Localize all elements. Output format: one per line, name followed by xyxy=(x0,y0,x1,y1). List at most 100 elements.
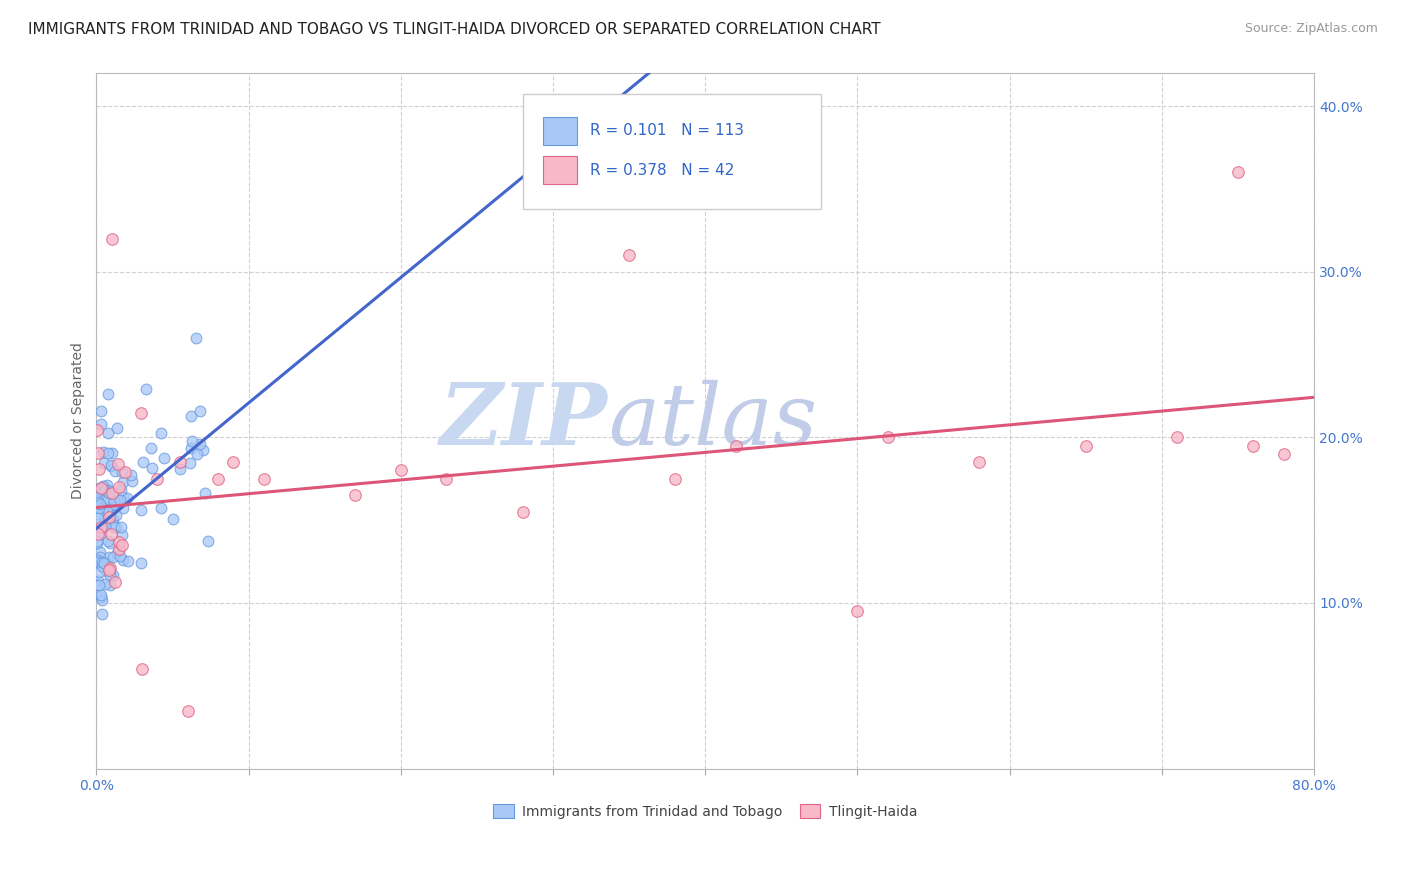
Point xyxy=(94,519,117,533)
Point xyxy=(180,441,202,455)
Point xyxy=(87,446,110,460)
Point xyxy=(186,331,208,345)
Text: R = 0.101   N = 113: R = 0.101 N = 113 xyxy=(589,123,744,138)
Point xyxy=(101,497,124,511)
Point xyxy=(107,457,129,471)
Point xyxy=(89,565,111,579)
Point xyxy=(110,520,132,534)
Point xyxy=(86,507,108,521)
Point xyxy=(96,491,118,505)
Point xyxy=(111,475,134,489)
Text: ZIP: ZIP xyxy=(440,379,607,463)
Point xyxy=(141,460,163,475)
Point xyxy=(111,501,134,516)
Point xyxy=(110,483,132,497)
Point xyxy=(90,417,112,431)
Point xyxy=(188,404,211,418)
Point xyxy=(100,458,122,473)
Point xyxy=(98,577,121,591)
Point xyxy=(110,492,132,507)
Point xyxy=(139,441,162,455)
Point xyxy=(97,510,120,524)
Point xyxy=(86,484,108,499)
Point xyxy=(97,446,120,460)
Point xyxy=(86,493,108,508)
Point xyxy=(1166,430,1188,444)
Point xyxy=(104,575,127,590)
Point xyxy=(87,462,110,476)
Text: atlas: atlas xyxy=(607,379,817,462)
Point xyxy=(181,434,204,449)
Point xyxy=(188,436,211,450)
Point xyxy=(98,563,121,577)
Point xyxy=(108,535,131,549)
Point xyxy=(105,546,128,560)
Text: R = 0.378   N = 42: R = 0.378 N = 42 xyxy=(589,163,734,178)
Point xyxy=(100,527,122,541)
Point xyxy=(101,486,124,500)
Point xyxy=(222,455,245,469)
Point xyxy=(94,558,117,573)
Point xyxy=(89,497,111,511)
Point xyxy=(162,511,184,525)
Point xyxy=(724,439,747,453)
Point xyxy=(97,491,120,506)
Point xyxy=(97,559,120,574)
Point xyxy=(97,534,120,549)
Point xyxy=(94,483,117,497)
FancyBboxPatch shape xyxy=(543,117,578,145)
Point xyxy=(111,528,134,542)
Point xyxy=(86,533,108,548)
Point xyxy=(87,574,110,589)
Point xyxy=(87,553,110,567)
Point xyxy=(194,485,217,500)
FancyBboxPatch shape xyxy=(543,156,578,185)
Point xyxy=(100,231,122,245)
Point xyxy=(89,481,111,495)
Point xyxy=(967,455,990,469)
Point xyxy=(129,407,152,421)
Point xyxy=(197,534,219,549)
Point xyxy=(91,501,114,516)
Point xyxy=(89,545,111,559)
Point xyxy=(94,503,117,517)
Point xyxy=(846,604,869,618)
Point xyxy=(101,549,124,564)
Point xyxy=(91,520,114,534)
Point xyxy=(176,704,198,718)
Point xyxy=(186,448,208,462)
Point xyxy=(877,430,900,444)
Point xyxy=(207,472,229,486)
Point xyxy=(100,458,122,472)
Point xyxy=(89,550,111,565)
Point xyxy=(193,442,215,457)
Point xyxy=(120,468,142,483)
Point xyxy=(90,559,112,574)
Point xyxy=(94,577,117,591)
Point xyxy=(344,488,367,502)
Point xyxy=(103,501,125,516)
Point xyxy=(121,474,143,488)
Point xyxy=(90,482,112,496)
Point xyxy=(1272,447,1295,461)
Point xyxy=(108,480,131,494)
Point xyxy=(98,560,121,574)
Point xyxy=(93,456,115,470)
Point xyxy=(87,500,110,515)
Point xyxy=(436,472,458,486)
Point xyxy=(87,483,110,498)
Point xyxy=(110,538,132,552)
Point xyxy=(104,520,127,534)
Point xyxy=(91,478,114,492)
Point xyxy=(97,425,120,440)
Point xyxy=(90,592,112,607)
Point xyxy=(87,485,110,500)
Point xyxy=(96,504,118,518)
Point xyxy=(103,494,125,508)
Point xyxy=(94,510,117,524)
Point xyxy=(131,502,153,516)
Point xyxy=(131,662,153,676)
Point xyxy=(91,555,114,569)
Point xyxy=(94,564,117,578)
Point xyxy=(135,382,157,396)
